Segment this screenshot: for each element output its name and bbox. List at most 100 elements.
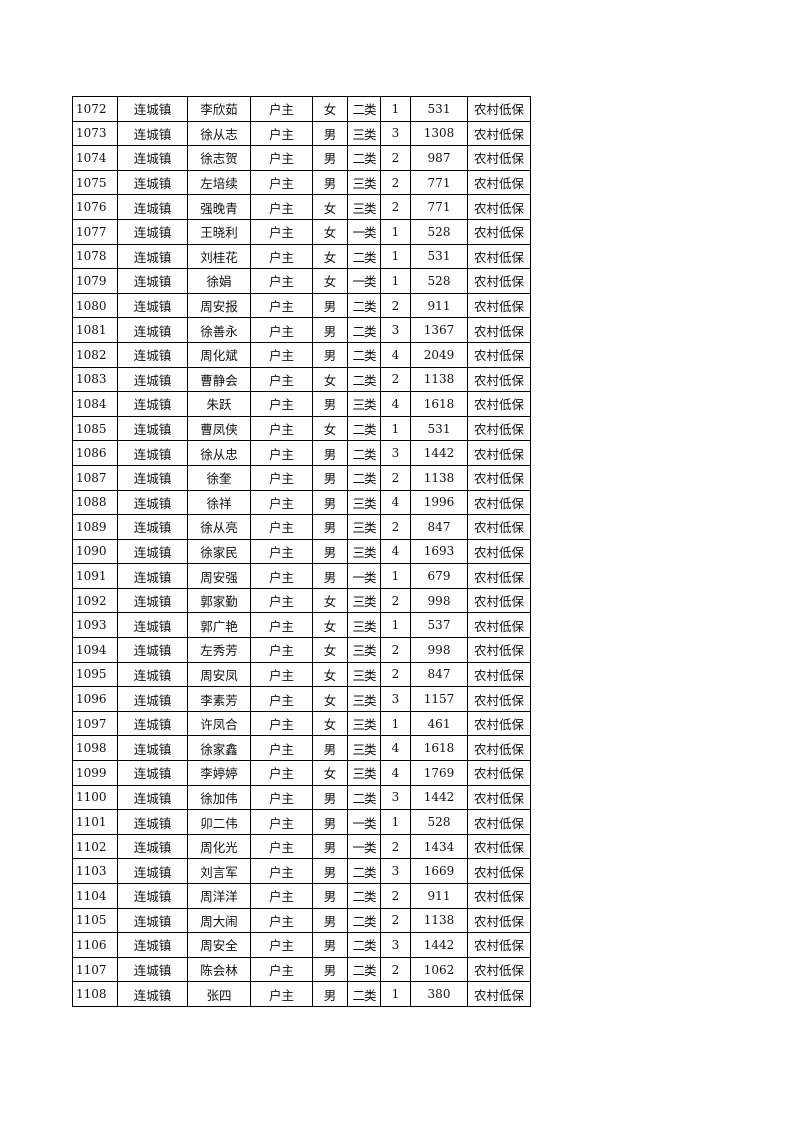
cell-relation: 户主 bbox=[250, 415, 313, 442]
cell-gender: 男 bbox=[312, 932, 348, 958]
cell-household-size: 1 bbox=[380, 563, 411, 589]
cell-relation: 户主 bbox=[250, 169, 313, 196]
cell-name: 王晓利 bbox=[187, 218, 251, 245]
cell-relation: 户主 bbox=[250, 243, 313, 270]
cell-town: 连城镇 bbox=[117, 981, 188, 1007]
cell-amount: 1442 bbox=[410, 440, 468, 466]
cell-assistance-type: 农村低保 bbox=[467, 317, 531, 343]
cell-household-size: 1 bbox=[380, 415, 411, 442]
cell-household-size: 3 bbox=[380, 440, 411, 466]
cell-relation: 户主 bbox=[250, 784, 313, 811]
cell-assistance-type: 农村低保 bbox=[467, 858, 531, 884]
cell-town: 连城镇 bbox=[117, 932, 188, 958]
cell-row-number: 1086 bbox=[72, 440, 118, 466]
cell-relation: 户主 bbox=[250, 661, 313, 688]
cell-gender: 男 bbox=[312, 735, 348, 762]
cell-category: 三类 bbox=[347, 538, 381, 565]
cell-name: 徐志贺 bbox=[187, 145, 251, 171]
cell-category: 三类 bbox=[347, 735, 381, 762]
cell-assistance-type: 农村低保 bbox=[467, 932, 531, 958]
cell-name: 周安强 bbox=[187, 563, 251, 589]
cell-household-size: 3 bbox=[380, 686, 411, 712]
cell-relation: 户主 bbox=[250, 96, 313, 122]
cell-category: 三类 bbox=[347, 760, 381, 786]
cell-assistance-type: 农村低保 bbox=[467, 760, 531, 786]
table-row: 1090 连城镇 徐家民 户主男三类 4 1693 农村低保 bbox=[72, 538, 531, 565]
cell-assistance-type: 农村低保 bbox=[467, 440, 531, 466]
cell-row-number: 1098 bbox=[72, 735, 118, 762]
cell-town: 连城镇 bbox=[117, 440, 188, 466]
cell-category: 一类 bbox=[347, 833, 381, 860]
cell-category: 三类 bbox=[347, 637, 381, 663]
cell-relation: 户主 bbox=[250, 464, 313, 491]
cell-town: 连城镇 bbox=[117, 169, 188, 196]
cell-amount: 847 bbox=[410, 661, 468, 688]
cell-relation: 户主 bbox=[250, 686, 313, 712]
cell-town: 连城镇 bbox=[117, 489, 188, 516]
cell-relation: 户主 bbox=[250, 907, 313, 934]
cell-name: 刘桂花 bbox=[187, 243, 251, 270]
cell-name: 徐从忠 bbox=[187, 440, 251, 466]
cell-household-size: 2 bbox=[380, 366, 411, 393]
cell-category: 三类 bbox=[347, 120, 381, 147]
cell-town: 连城镇 bbox=[117, 341, 188, 368]
cell-town: 连城镇 bbox=[117, 514, 188, 540]
cell-category: 二类 bbox=[347, 932, 381, 958]
cell-gender: 男 bbox=[312, 514, 348, 540]
cell-category: 三类 bbox=[347, 514, 381, 540]
cell-amount: 1308 bbox=[410, 120, 468, 147]
cell-amount: 531 bbox=[410, 96, 468, 122]
cell-assistance-type: 农村低保 bbox=[467, 981, 531, 1007]
table-row: 1081 连城镇 徐善永 户主男二类 3 1367 农村低保 bbox=[72, 317, 531, 343]
cell-amount: 531 bbox=[410, 243, 468, 270]
cell-household-size: 2 bbox=[380, 883, 411, 909]
cell-amount: 771 bbox=[410, 169, 468, 196]
cell-gender: 男 bbox=[312, 809, 348, 835]
cell-gender: 男 bbox=[312, 563, 348, 589]
cell-row-number: 1072 bbox=[72, 96, 118, 122]
cell-row-number: 1101 bbox=[72, 809, 118, 835]
cell-town: 连城镇 bbox=[117, 218, 188, 245]
cell-household-size: 1 bbox=[380, 710, 411, 737]
table-row: 1074 连城镇 徐志贺 户主男二类 2 987 农村低保 bbox=[72, 145, 531, 171]
cell-assistance-type: 农村低保 bbox=[467, 366, 531, 393]
cell-name: 徐娟 bbox=[187, 268, 251, 294]
cell-town: 连城镇 bbox=[117, 956, 188, 983]
cell-town: 连城镇 bbox=[117, 858, 188, 884]
cell-gender: 女 bbox=[312, 415, 348, 442]
table-row: 1100 连城镇 徐加伟 户主男二类 3 1442 农村低保 bbox=[72, 784, 531, 811]
cell-gender: 女 bbox=[312, 686, 348, 712]
cell-relation: 户主 bbox=[250, 194, 313, 220]
cell-amount: 679 bbox=[410, 563, 468, 589]
cell-town: 连城镇 bbox=[117, 612, 188, 639]
table-row: 1089 连城镇 徐从亮 户主男三类 2 847 农村低保 bbox=[72, 514, 531, 540]
table-row: 1104 连城镇 周洋洋 户主男二类 2 911 农村低保 bbox=[72, 883, 531, 909]
cell-town: 连城镇 bbox=[117, 391, 188, 417]
cell-name: 左培续 bbox=[187, 169, 251, 196]
cell-assistance-type: 农村低保 bbox=[467, 563, 531, 589]
cell-assistance-type: 农村低保 bbox=[467, 686, 531, 712]
cell-row-number: 1102 bbox=[72, 833, 118, 860]
cell-relation: 户主 bbox=[250, 514, 313, 540]
cell-relation: 户主 bbox=[250, 563, 313, 589]
cell-amount: 1138 bbox=[410, 464, 468, 491]
cell-row-number: 1088 bbox=[72, 489, 118, 516]
cell-relation: 户主 bbox=[250, 538, 313, 565]
table-row: 1075 连城镇 左培续 户主男三类 2 771 农村低保 bbox=[72, 169, 531, 196]
cell-assistance-type: 农村低保 bbox=[467, 218, 531, 245]
cell-row-number: 1092 bbox=[72, 587, 118, 614]
cell-relation: 户主 bbox=[250, 981, 313, 1007]
cell-name: 周化光 bbox=[187, 833, 251, 860]
cell-amount: 911 bbox=[410, 883, 468, 909]
cell-relation: 户主 bbox=[250, 587, 313, 614]
cell-amount: 1062 bbox=[410, 956, 468, 983]
cell-household-size: 2 bbox=[380, 292, 411, 319]
cell-assistance-type: 农村低保 bbox=[467, 292, 531, 319]
cell-category: 二类 bbox=[347, 341, 381, 368]
cell-gender: 女 bbox=[312, 194, 348, 220]
cell-amount: 771 bbox=[410, 194, 468, 220]
cell-row-number: 1083 bbox=[72, 366, 118, 393]
cell-row-number: 1104 bbox=[72, 883, 118, 909]
table-row: 1084 连城镇 朱跃 户主男三类 4 1618 农村低保 bbox=[72, 391, 531, 417]
cell-row-number: 1103 bbox=[72, 858, 118, 884]
